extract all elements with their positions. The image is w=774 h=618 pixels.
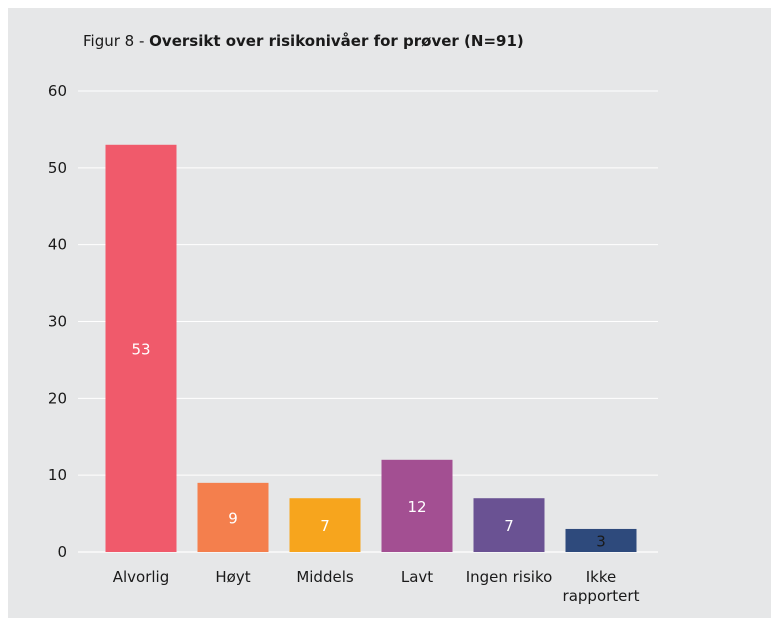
y-tick-label: 50 [48,159,67,177]
data-label: 3 [596,532,606,550]
x-tick-label: Høyt [215,568,250,586]
bar-ingen-risiko [473,498,545,552]
y-tick-label: 20 [48,389,67,407]
bar-middels [289,498,361,552]
data-label: 53 [131,340,150,358]
y-tick-label: 10 [48,466,67,484]
x-tick-label: Ingen risiko [466,568,553,586]
bar-høyt [197,482,269,552]
chart-title-prefix: Figur 8 - [83,32,150,50]
bar-alvorlig [105,144,177,553]
bar-lavt [381,459,453,552]
x-tick-label: Alvorlig [113,568,170,586]
x-tick-label: Middels [296,568,354,586]
data-label: 9 [228,509,238,527]
chart-title-main: Oversikt over risikonivåer for prøver (N… [149,32,524,50]
y-tick-label: 0 [57,543,67,561]
data-label: 7 [320,517,330,535]
x-tick-label: Ikke [586,568,617,586]
y-tick-label: 30 [48,313,67,331]
y-tick-label: 40 [48,236,67,254]
chart-title: Figur 8 - Oversikt over risikonivåer for… [83,32,524,50]
y-tick-label: 60 [48,82,67,100]
data-label: 7 [504,517,514,535]
x-tick-label: rapportert [563,587,640,605]
bar-ikke [565,528,637,552]
data-label: 12 [407,498,426,516]
x-tick-label: Lavt [401,568,433,586]
